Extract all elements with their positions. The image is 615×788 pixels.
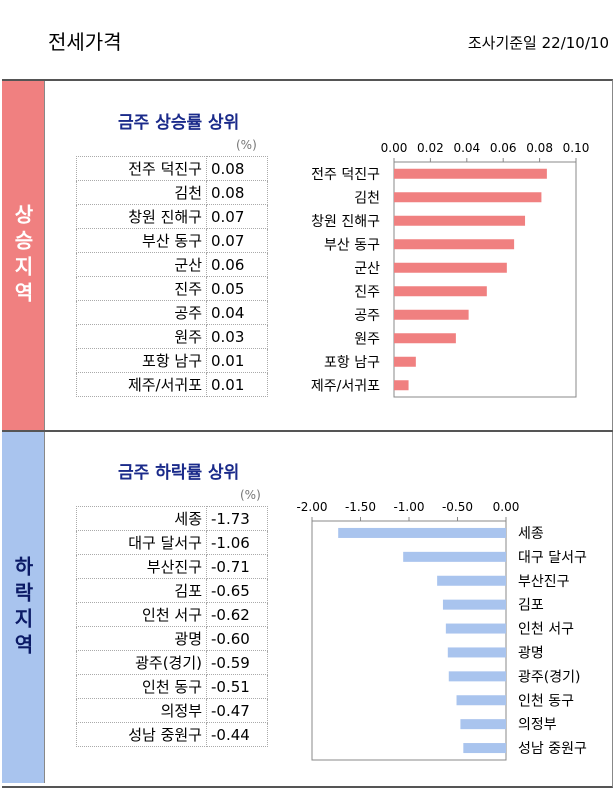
region-name: 부산진구 [76, 554, 207, 579]
rate-value: -1.73 [206, 506, 268, 531]
survey-date: 조사기준일 22/10/10 [467, 34, 609, 52]
category-label: 부산진구 [518, 574, 570, 590]
bar [456, 695, 506, 706]
rise-unit: (%) [236, 138, 257, 152]
rate-value: -0.51 [206, 674, 268, 699]
bar [394, 286, 487, 297]
region-name: 인천 서구 [76, 602, 207, 627]
table-row: 제주/서귀포 0.01 [76, 372, 268, 397]
bar [403, 551, 506, 562]
tick-label: -1.00 [393, 500, 424, 514]
rate-value: 0.01 [206, 372, 268, 397]
tick-label: -1.50 [345, 500, 376, 514]
plot-area [393, 161, 577, 398]
table-row: 진주 0.05 [76, 276, 268, 301]
category-label: 창원 진해구 [311, 214, 380, 230]
bar [463, 743, 506, 754]
fall-title: 금주 하락률 상위 [118, 463, 240, 483]
fall-unit: (%) [240, 488, 261, 502]
region-name: 원주 [76, 324, 207, 349]
category-label: 군산 [354, 261, 380, 277]
category-label: 김천 [354, 190, 380, 206]
fall-band: 하락지역 [2, 432, 45, 783]
category-label: 광명 [518, 645, 544, 661]
tick-label: 0.06 [490, 141, 517, 155]
category-label: 전주 덕진구 [311, 167, 380, 183]
table-row: 부산 동구 0.07 [76, 228, 268, 253]
bar [394, 356, 416, 367]
category-label: 포항 남구 [324, 355, 380, 371]
bar [447, 647, 506, 658]
table-row: 광주(경기) -0.59 [76, 650, 268, 675]
table-row: 인천 동구 -0.51 [76, 674, 268, 699]
bar [338, 527, 506, 538]
region-name: 군산 [76, 252, 207, 277]
bar [394, 380, 409, 391]
tick-label: 0.00 [493, 500, 520, 514]
bar [445, 623, 506, 634]
table-row: 포항 남구 0.01 [76, 348, 268, 373]
category-label: 대구 달서구 [518, 550, 587, 566]
region-name: 인천 동구 [76, 674, 207, 699]
page-title: 전세가격 [48, 30, 122, 54]
bar [394, 192, 542, 203]
category-label: 인천 서구 [518, 622, 574, 638]
bar [394, 309, 469, 320]
rate-value: -1.06 [206, 530, 268, 555]
bar [394, 215, 526, 226]
bar [437, 575, 506, 586]
category-label: 공주 [354, 308, 380, 324]
rate-value: -0.60 [206, 626, 268, 651]
category-label: 제주/서귀포 [311, 378, 380, 394]
category-label: 김포 [518, 598, 544, 614]
table-row: 광명 -0.60 [76, 626, 268, 651]
rise-title: 금주 상승률 상위 [118, 113, 240, 133]
rate-value: 0.07 [206, 204, 268, 229]
tick-label: 0.00 [381, 141, 408, 155]
tick-label: -2.00 [296, 500, 327, 514]
region-name: 부산 동구 [76, 228, 207, 253]
region-name: 포항 남구 [76, 348, 207, 373]
category-label: 세종 [518, 526, 544, 542]
rise-table: 전주 덕진구 0.08 김천 0.08 창원 진해구 0.07 부산 동구 0.07 군산 0.0… [76, 156, 268, 397]
bar [394, 262, 507, 273]
tick-label: 0.08 [526, 141, 553, 155]
rate-value: -0.65 [206, 578, 268, 603]
category-label: 인천 동구 [518, 693, 574, 709]
table-row: 인천 서구 -0.62 [76, 602, 268, 627]
bar [442, 599, 506, 610]
region-name: 제주/서귀포 [76, 372, 207, 397]
bar [394, 239, 515, 250]
rate-value: -0.59 [206, 650, 268, 675]
bar [460, 719, 506, 730]
bar [394, 333, 456, 344]
category-label: 진주 [354, 284, 380, 300]
category-label: 부산 동구 [324, 237, 380, 253]
rate-value: -0.44 [206, 722, 268, 747]
tick-label: 0.02 [417, 141, 444, 155]
bar [394, 168, 547, 179]
category-label: 성남 중원구 [518, 741, 587, 757]
rate-value: -0.62 [206, 602, 268, 627]
rate-value: 0.01 [206, 348, 268, 373]
tick-label: -0.50 [442, 500, 473, 514]
fall-table: 세종 -1.73 대구 달서구 -1.06 부산진구 -0.71 김포 -0.65 인천 서구 -… [76, 506, 268, 747]
table-row: 부산진구 -0.71 [76, 554, 268, 579]
rate-value: 0.04 [206, 300, 268, 325]
table-row: 원주 0.03 [76, 324, 268, 349]
category-label: 광주(경기) [518, 669, 580, 685]
category-label: 원주 [354, 331, 380, 347]
tick-label: 0.04 [453, 141, 480, 155]
region-name: 광주(경기) [76, 650, 207, 675]
rate-value: -0.47 [206, 698, 268, 723]
table-row: 성남 중원구 -0.44 [76, 722, 268, 747]
table-row: 대구 달서구 -1.06 [76, 530, 268, 555]
rise-band: 상승지역 [2, 81, 45, 430]
bar [448, 671, 506, 682]
tick-label: 0.10 [563, 141, 590, 155]
category-label: 의정부 [518, 717, 557, 733]
section-divider [2, 430, 613, 432]
rate-value: 0.03 [206, 324, 268, 349]
